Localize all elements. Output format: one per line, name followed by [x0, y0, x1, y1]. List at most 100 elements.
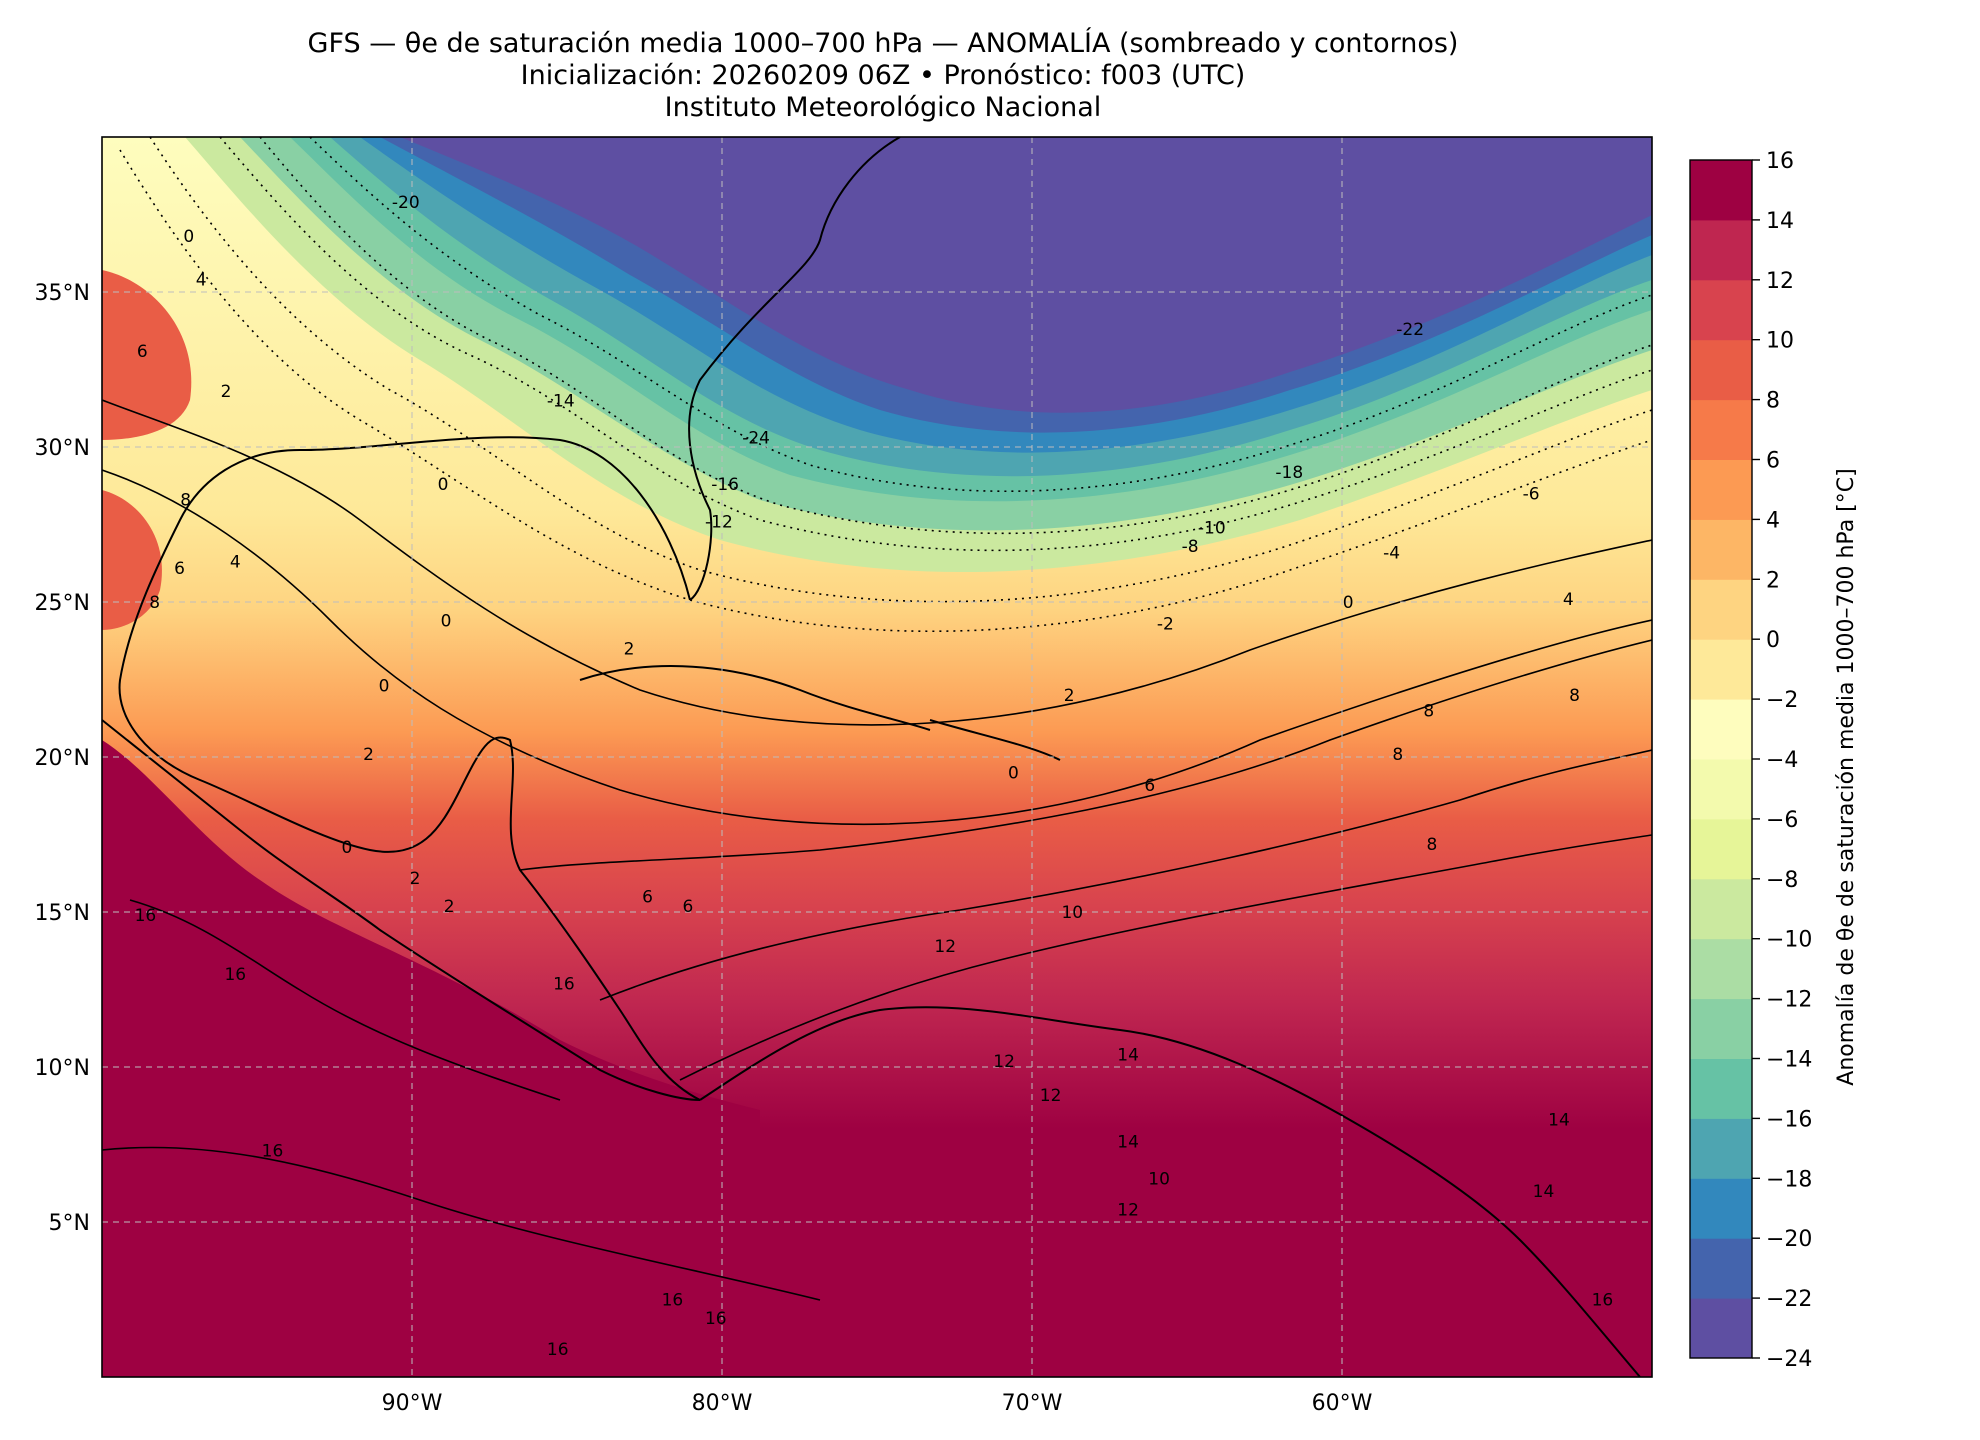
- colorbar-segment: [1690, 339, 1752, 401]
- colorbar-segment: [1690, 1298, 1752, 1359]
- colorbar-tick-label: −16: [1766, 1107, 1812, 1132]
- contour-label: 16: [705, 1309, 727, 1329]
- contour-dotted-cold-4: [149, 137, 1652, 603]
- colorbar-segment: [1690, 759, 1752, 820]
- contour-label: 8: [149, 593, 160, 613]
- colorbar-tick-label: 2: [1766, 568, 1780, 593]
- y-axis-ticks: 35°N 30°N 25°N 20°N 15°N 10°N 5°N: [35, 281, 90, 1236]
- contour-label: 8: [1569, 686, 1580, 706]
- contour-label: 0: [1008, 764, 1019, 784]
- contour-label: 0: [441, 612, 452, 632]
- contour-label: 8: [180, 491, 191, 511]
- anomaly-warm-texas: [102, 270, 192, 440]
- map-frame: [101, 136, 1653, 1378]
- colorbar-tick-label: 0: [1766, 628, 1780, 653]
- contour-label: -4: [1383, 543, 1400, 563]
- contour-label: -6: [1523, 485, 1540, 505]
- y-tick-label: 15°N: [35, 901, 90, 926]
- contour-label: 14: [1548, 1111, 1570, 1131]
- contour-label: 0: [183, 227, 194, 247]
- colorbar-segment: [1690, 519, 1752, 580]
- contour-label: 6: [174, 559, 185, 579]
- contour-label: 6: [1144, 776, 1155, 796]
- contour-sixteen-pacific: [129, 899, 561, 1101]
- contour-label: 16: [553, 974, 575, 994]
- contour-label: 12: [934, 937, 956, 957]
- colorbar-tick-label: 16: [1766, 149, 1794, 174]
- colorbar-tick-label: 4: [1766, 508, 1780, 533]
- colorbar-tick-label: −18: [1766, 1167, 1812, 1192]
- colorbar-tick-label: −12: [1766, 988, 1812, 1013]
- colorbar-segment: [1690, 818, 1752, 880]
- contour-label: 10: [1061, 903, 1083, 923]
- coastline-us-east: [688, 137, 901, 601]
- contour-label: -22: [1396, 320, 1424, 340]
- contour-label: 4: [230, 553, 241, 573]
- y-tick-label: 5°N: [49, 1211, 90, 1236]
- map-title: GFS — θe de saturación media 1000–700 hP…: [307, 28, 1459, 59]
- colorbar-tick-label: −22: [1766, 1287, 1812, 1312]
- contour-label: 2: [624, 640, 635, 660]
- anomaly-band-minus-24: [400, 137, 1652, 413]
- contour-label: 2: [1064, 686, 1075, 706]
- contour-ten: [599, 749, 1652, 1001]
- colorbar-tick-label: 12: [1766, 269, 1794, 294]
- colorbar-tick-label: −2: [1766, 688, 1798, 713]
- colorbar-segment: [1690, 938, 1752, 1000]
- contour-label: 8: [1392, 745, 1403, 765]
- colorbar-segment: [1690, 279, 1752, 341]
- x-axis-ticks: 90°W 80°W 70°W 60°W: [382, 1391, 1373, 1416]
- colorbar-segment: [1690, 998, 1752, 1059]
- contour-label: 0: [1343, 593, 1354, 613]
- colorbar-segment: [1690, 399, 1752, 460]
- colorbar-segment: [1690, 459, 1752, 520]
- x-tick-label: 90°W: [382, 1391, 443, 1416]
- contour-label: 10: [1148, 1170, 1170, 1190]
- x-tick-label: 60°W: [1312, 1391, 1373, 1416]
- y-tick-label: 30°N: [35, 436, 90, 461]
- contour-label: -12: [705, 512, 733, 532]
- colorbar-tick-label: −6: [1766, 808, 1798, 833]
- coastlines: [102, 137, 1641, 1377]
- coastline-hispaniola: [929, 719, 1061, 761]
- contour-label: 16: [135, 906, 157, 926]
- map-area: -20-14-24-16-12-22-18-10-8 -4-6-20 4826888…: [102, 137, 1652, 1377]
- colorbar-tick-label: 10: [1766, 329, 1794, 354]
- colorbar-segment: [1690, 160, 1752, 221]
- colorbar-segment: [1690, 1118, 1752, 1179]
- contour-label: -2: [1157, 615, 1174, 635]
- coastline-pacific-central-america: [102, 719, 701, 1101]
- colorbar-segment: [1690, 1058, 1752, 1119]
- contour-label: -20: [392, 193, 420, 213]
- map-subtitle-institute: Instituto Meteorológico Nacional: [664, 92, 1102, 123]
- contour-label: 2: [410, 869, 421, 889]
- colorbar-tick-label: 6: [1766, 449, 1780, 474]
- contour-label: -8: [1182, 537, 1199, 557]
- coastline-cuba: [579, 665, 931, 731]
- x-tick-label: 80°W: [692, 1391, 753, 1416]
- colorbar-segment: [1690, 878, 1752, 940]
- contour-label: 16: [224, 965, 246, 985]
- contour-label: 2: [444, 897, 455, 917]
- anomaly-warm-pacific-south: [102, 740, 760, 1377]
- contour-label: -10: [1198, 519, 1226, 539]
- colorbar-tick-label: −20: [1766, 1227, 1812, 1252]
- y-tick-label: 20°N: [35, 746, 90, 771]
- map-title-block: GFS — θe de saturación media 1000–700 hP…: [0, 28, 1766, 124]
- colorbar-tick-label: −8: [1766, 868, 1798, 893]
- anomaly-contours: [102, 137, 1652, 1301]
- contour-label: 4: [196, 271, 207, 291]
- y-tick-label: 25°N: [35, 591, 90, 616]
- contour-label: -24: [742, 429, 770, 449]
- contour-label: -18: [1275, 463, 1303, 483]
- contour-label: 16: [547, 1340, 569, 1360]
- colorbar-segment: [1690, 1178, 1752, 1239]
- contour-label: 4: [1563, 590, 1574, 610]
- contour-label: 0: [438, 475, 449, 495]
- contour-label: 6: [137, 342, 148, 362]
- contour-zero: [102, 399, 1652, 726]
- contour-labels: -20-14-24-16-12-22-18-10-8 -4-6-20 4826888…: [135, 193, 1614, 1360]
- map-subtitle-init: Inicialización: 20260209 06Z • Pronóstic…: [520, 60, 1246, 91]
- colorbar-tick-label: 8: [1766, 389, 1780, 414]
